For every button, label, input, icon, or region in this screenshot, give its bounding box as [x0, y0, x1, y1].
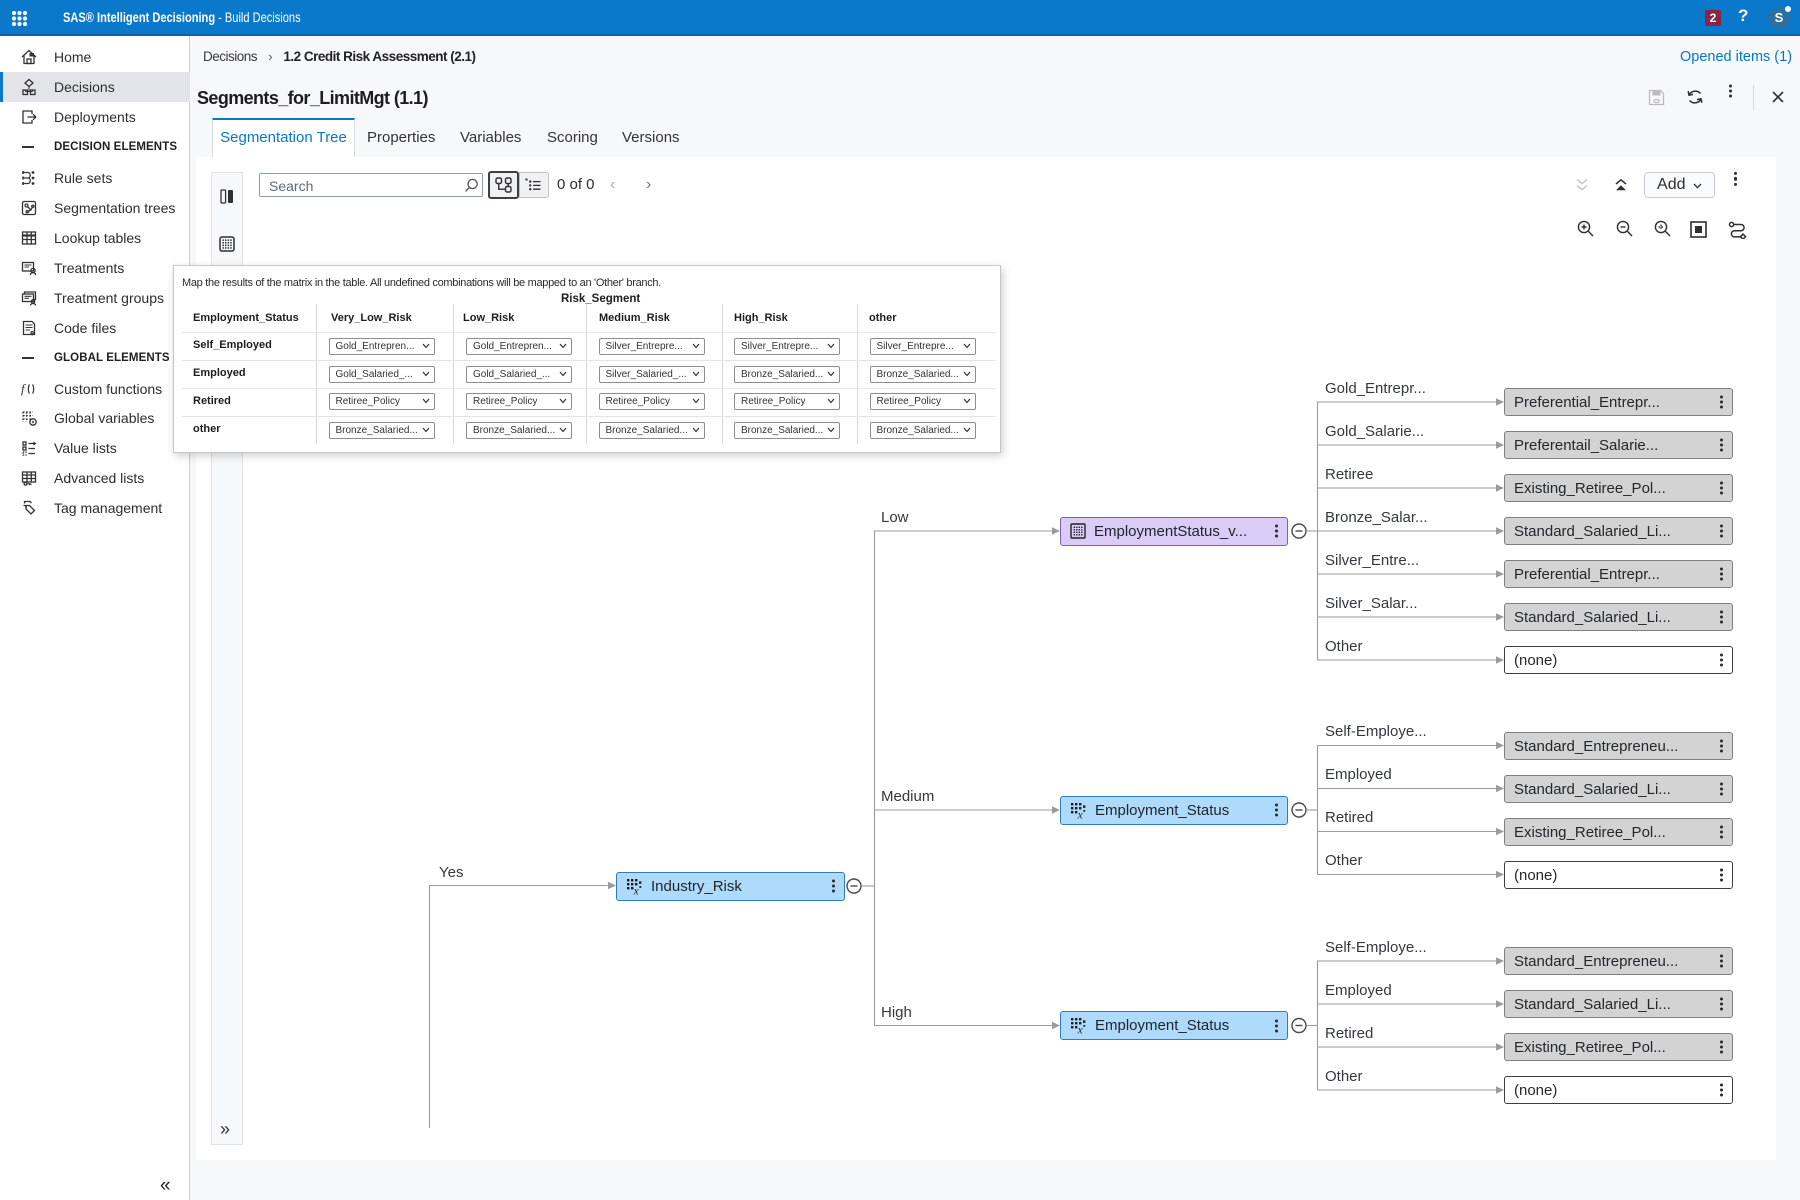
svg-text:x: x [633, 885, 640, 895]
svg-text:f: f [21, 381, 27, 396]
svg-text:x: x [1077, 809, 1084, 819]
svg-text:x: x [1077, 1025, 1084, 1035]
